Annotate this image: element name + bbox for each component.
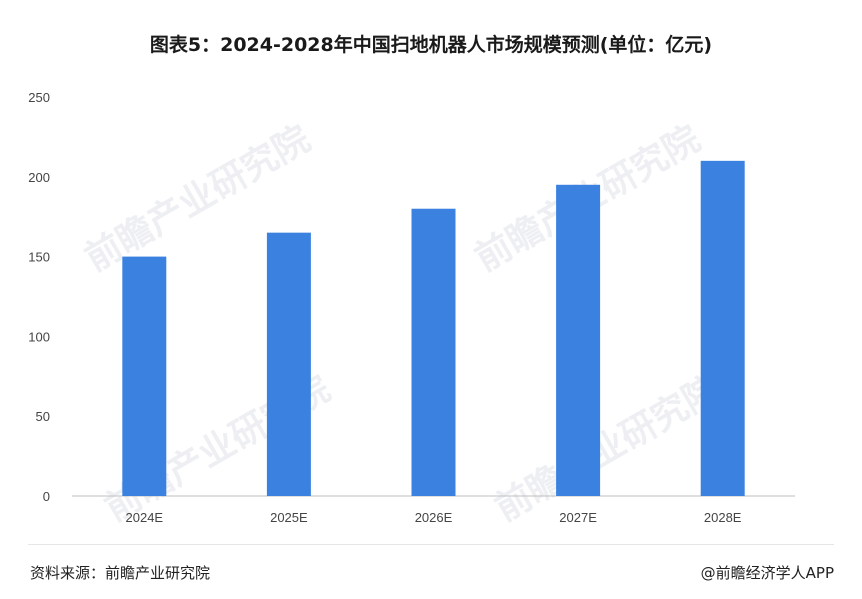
y-tick-label: 200 [28,170,50,185]
x-tick-label: 2024E [126,510,164,525]
y-tick-label: 150 [28,250,50,265]
bar [266,232,311,496]
chart-title: 图表5：2024-2028年中国扫地机器人市场规模预测(单位：亿元) [149,34,713,56]
y-tick-label: 0 [43,489,50,504]
x-tick-label: 2026E [415,510,453,525]
divider [28,544,834,545]
y-tick-label: 100 [28,329,50,344]
source-note: 资料来源：前瞻产业研究院 [30,564,211,582]
y-tick-label: 250 [28,90,50,105]
y-tick-label: 50 [36,409,50,424]
bar [700,160,745,496]
x-tick-label: 2025E [270,510,308,525]
x-tick-label: 2027E [559,510,597,525]
credit-note: @前瞻经济学人APP [700,564,834,582]
bar [122,256,167,496]
bar [556,184,601,496]
bar [411,208,456,496]
x-tick-label: 2028E [704,510,742,525]
